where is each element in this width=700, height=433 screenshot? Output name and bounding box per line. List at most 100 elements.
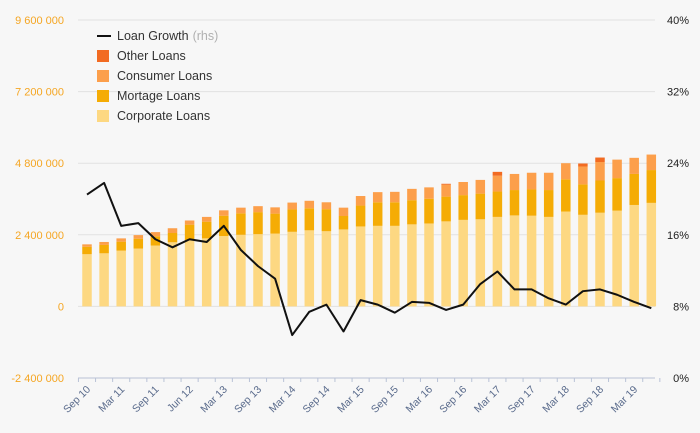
bar-consumer-loans <box>287 202 297 210</box>
bar-mortage-loans <box>184 224 195 241</box>
x-axis-tick-label: Sep 14 <box>301 384 333 416</box>
bar-corporate-loans <box>236 234 246 307</box>
bar-mortage-loans <box>458 195 468 220</box>
left-axis-tick-label: 9 600 000 <box>15 15 64 27</box>
bar-corporate-loans <box>184 240 195 307</box>
bar-consumer-loans <box>321 202 332 210</box>
bar-other-loans <box>595 157 605 163</box>
bar-consumer-loans <box>355 196 366 206</box>
x-axis-tick-label: Mar 17 <box>472 384 504 416</box>
legend: Loan Growth (rhs) Other Loans Consumer Lo… <box>97 29 218 123</box>
left-axis-tick-label: -2 400 000 <box>11 373 64 385</box>
bar-consumer-loans <box>612 159 622 179</box>
left-axis-tick-label: 4 800 000 <box>15 158 64 170</box>
bar-consumer-loans <box>150 232 161 237</box>
bar-mortage-loans <box>287 209 297 232</box>
bar-mortage-loans <box>304 208 315 231</box>
bar-consumer-loans <box>526 172 537 190</box>
bar-mortage-loans <box>407 200 417 225</box>
bar-mortage-loans <box>390 202 400 226</box>
bar-mortage-loans <box>424 198 434 224</box>
x-axis-tick-label: Mar 13 <box>198 384 230 416</box>
bar-consumer-loans <box>82 244 92 247</box>
bar-corporate-loans <box>338 229 349 307</box>
x-axis-tick-label: Sep 13 <box>232 384 264 416</box>
bar-mortage-loans <box>99 244 109 254</box>
bar-other-loans <box>578 163 588 167</box>
bar-mortage-loans <box>321 209 332 232</box>
bar-consumer-loans <box>133 235 144 239</box>
legend-swatch-other-loans <box>97 50 109 62</box>
bar-mortage-loans <box>236 213 246 235</box>
bar-mortage-loans <box>492 191 503 217</box>
right-axis-tick-label: 16% <box>667 230 689 242</box>
bar-corporate-loans <box>150 245 161 307</box>
legend-label-mortage-loans: Mortage Loans <box>117 89 200 103</box>
bar-corporate-loans <box>270 233 280 307</box>
bar-mortage-loans <box>595 180 605 213</box>
bar-consumer-loans <box>441 184 451 197</box>
bar-corporate-loans <box>167 242 178 307</box>
bar-series <box>82 154 657 307</box>
bar-mortage-loans <box>355 205 366 227</box>
bar-corporate-loans <box>321 231 332 307</box>
left-axis-tick-label: 2 400 000 <box>15 230 64 242</box>
right-axis-tick-label: 24% <box>667 158 689 170</box>
bar-other-loans <box>492 171 503 176</box>
bar-mortage-loans <box>509 190 520 216</box>
bar-mortage-loans <box>201 221 212 239</box>
x-axis-tick-label: Sep 11 <box>130 384 162 416</box>
bar-corporate-loans <box>355 226 366 307</box>
x-axis-tick-label: Mar 14 <box>267 384 299 416</box>
bar-mortage-loans <box>167 233 178 243</box>
x-axis-tick-label: Mar 19 <box>609 384 641 416</box>
legend-swatch-corporate-loans <box>97 110 109 122</box>
bar-mortage-loans <box>561 179 571 212</box>
x-axis-tick-label: Mar 15 <box>335 384 367 416</box>
bar-mortage-loans <box>116 241 126 251</box>
bar-other-loans <box>441 183 451 185</box>
loan-growth-line-group <box>86 181 652 337</box>
bar-consumer-loans <box>304 200 315 209</box>
bar-corporate-loans <box>201 238 212 307</box>
left-axis-tick-label: 0 <box>58 301 64 313</box>
bar-consumer-loans <box>543 172 554 191</box>
bar-corporate-loans <box>287 231 297 307</box>
right-axis-tick-label: 0% <box>673 373 689 385</box>
bar-consumer-loans <box>219 210 229 216</box>
bar-corporate-loans <box>253 234 263 307</box>
bar-mortage-loans <box>338 216 349 230</box>
bar-mortage-loans <box>133 238 144 249</box>
bar-corporate-loans <box>646 202 657 307</box>
bar-consumer-loans <box>561 163 571 180</box>
bar-corporate-loans <box>116 250 126 307</box>
legend-swatch-mortage-loans <box>97 90 109 102</box>
bar-corporate-loans <box>561 211 571 307</box>
bar-consumer-loans <box>646 154 657 171</box>
bar-mortage-loans <box>150 236 161 246</box>
bar-consumer-loans <box>475 179 486 194</box>
bar-mortage-loans <box>372 202 383 226</box>
x-axis-tick-label: Sep 10 <box>61 384 93 416</box>
bar-mortage-loans <box>475 193 486 220</box>
x-axis-tick-label: Sep 16 <box>437 384 469 416</box>
bar-mortage-loans <box>646 170 657 203</box>
legend-swatch-consumer-loans <box>97 70 109 82</box>
bar-corporate-loans <box>475 219 486 307</box>
bar-consumer-loans <box>578 166 588 185</box>
legend-label-consumer-loans: Consumer Loans <box>117 69 212 83</box>
bar-corporate-loans <box>543 216 554 307</box>
bar-consumer-loans <box>407 188 417 201</box>
bar-mortage-loans <box>441 196 451 222</box>
bar-corporate-loans <box>133 248 144 307</box>
bar-corporate-loans <box>526 215 537 307</box>
bar-corporate-loans <box>629 204 639 307</box>
bar-mortage-loans <box>629 173 639 205</box>
bar-mortage-loans <box>578 184 588 215</box>
bar-corporate-loans <box>82 254 92 307</box>
bar-consumer-loans <box>372 192 383 203</box>
legend-label-other-loans: Other Loans <box>117 49 186 63</box>
bar-consumer-loans <box>338 207 349 217</box>
bar-mortage-loans <box>543 190 554 217</box>
